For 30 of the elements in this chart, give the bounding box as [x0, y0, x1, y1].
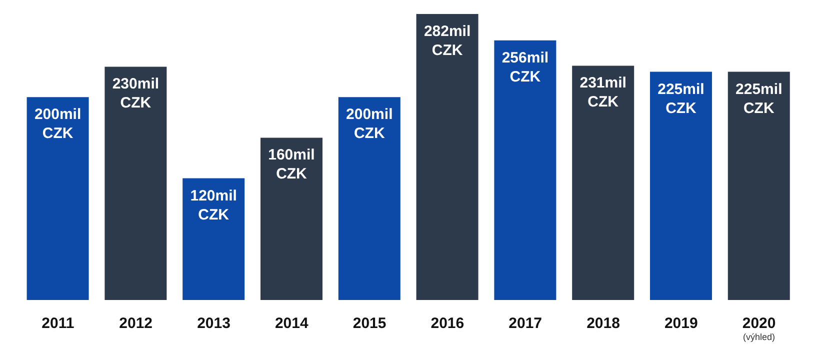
data-label: 282mil CZK [424, 23, 471, 59]
data-label: 200mil CZK [346, 106, 393, 142]
data-label: 230mil CZK [112, 76, 160, 112]
x-tick-label: 2013 [197, 315, 230, 332]
bar [182, 178, 245, 300]
bar [650, 72, 712, 300]
data-label: 231mil CZK [580, 74, 626, 111]
data-label: 256mil CZK [502, 49, 549, 86]
data-label: 200mil CZK [34, 106, 82, 142]
bar [338, 97, 400, 300]
bar [572, 66, 634, 300]
data-label: 225mil CZK [658, 80, 704, 117]
bar [260, 138, 322, 300]
data-label: 225mil CZK [736, 80, 782, 117]
x-tick-label: 2011 [42, 315, 74, 332]
bar [416, 14, 478, 300]
x-tick-label: 2020 (výhled) [742, 315, 776, 342]
data-label: 120mil CZK [190, 187, 237, 224]
data-label: 160mil CZK [268, 146, 315, 183]
bar [104, 66, 167, 300]
x-tick-label: 2012 [119, 315, 153, 332]
x-tick-label: 2014 [274, 315, 309, 332]
x-tick-label: 2018 [586, 315, 620, 332]
bar [494, 40, 556, 300]
x-tick-label: 2016 [430, 315, 464, 332]
x-tick-label: 2017 [508, 315, 542, 332]
x-tick-label: 2015 [352, 315, 386, 332]
x-tick-label: 2019 [664, 315, 698, 332]
bar [26, 97, 89, 300]
bar [728, 72, 790, 300]
